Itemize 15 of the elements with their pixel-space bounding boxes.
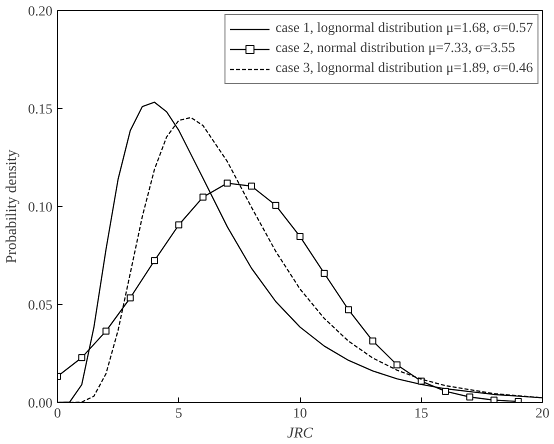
x-tick-label: 20 (536, 406, 550, 422)
x-tick-label: 10 (293, 406, 307, 422)
y-tick-label: 0.15 (28, 102, 52, 118)
x-tick-label: 5 (175, 406, 182, 422)
x-axis-title: JRC (287, 426, 314, 442)
y-tick-label: 0.00 (28, 396, 52, 412)
y-tick-label: 0.05 (28, 298, 52, 314)
y-tick-label: 0.10 (28, 200, 52, 216)
x-tick-label: 15 (414, 406, 428, 422)
x-tick-label: 0 (54, 406, 61, 422)
legend-label: case 2, normal distribution μ=7.33, σ=3.55 (275, 41, 516, 57)
legend-label: case 3, lognormal distribution μ=1.89, σ=0.46 (275, 61, 533, 77)
y-axis-title: Probability density (4, 149, 20, 264)
legend-label: case 1, lognormal distribution μ=1.68, σ=0.57 (275, 21, 533, 37)
y-tick-label: 0.20 (28, 4, 52, 20)
